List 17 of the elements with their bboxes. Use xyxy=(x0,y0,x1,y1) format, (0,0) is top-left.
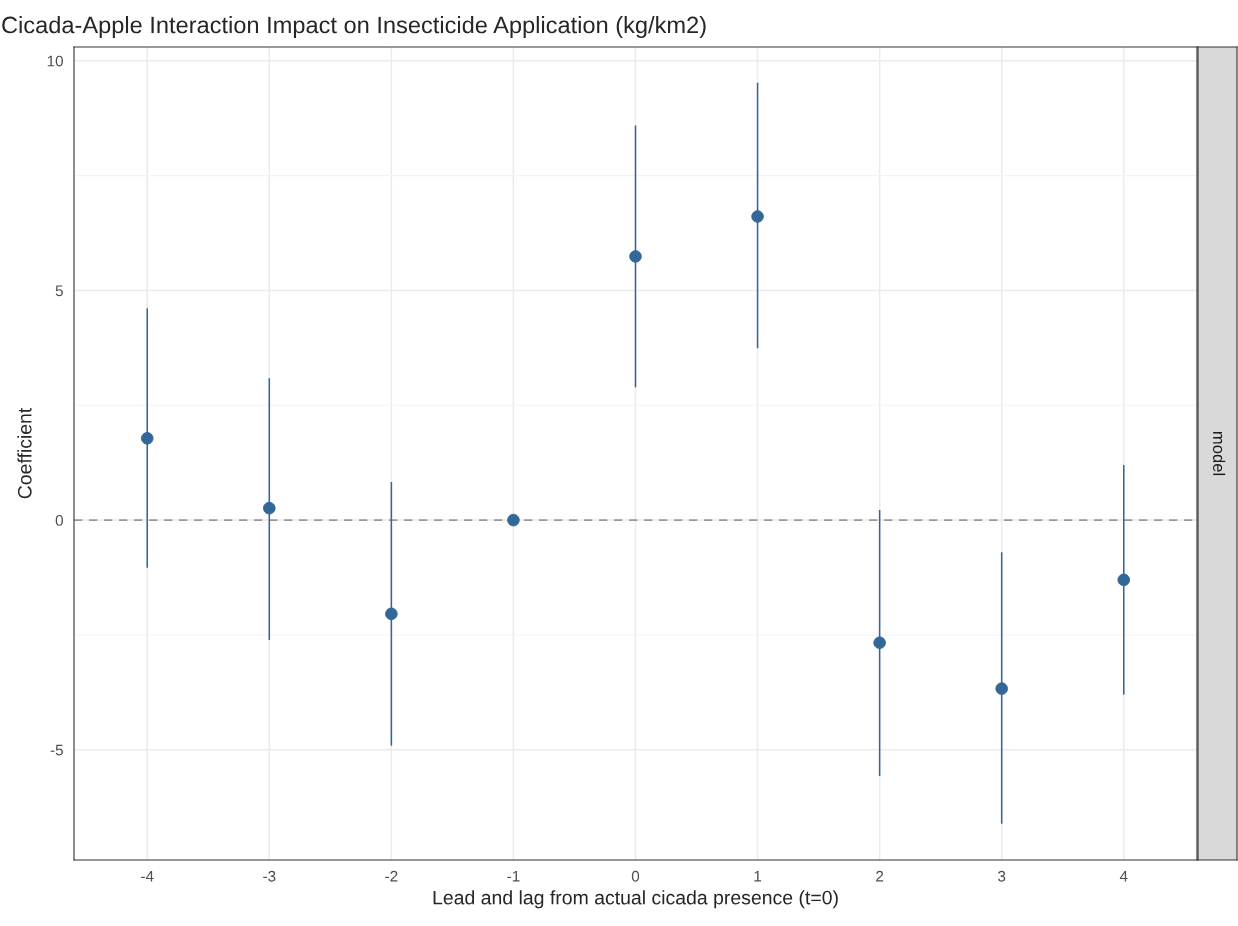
x-tick-label: -1 xyxy=(507,870,520,882)
x-tick-label: 1 xyxy=(754,870,762,882)
x-tick-label: -3 xyxy=(263,870,276,882)
x-tick-label: -4 xyxy=(141,870,154,882)
y-tick-label: -5 xyxy=(50,744,63,756)
y-tick-label: 0 xyxy=(55,514,63,526)
x-tick-label: 4 xyxy=(1119,870,1128,882)
y-axis-title: Coefficient xyxy=(17,407,32,499)
x-tick-label: 2 xyxy=(876,870,884,882)
x-tick-label: 3 xyxy=(998,870,1006,882)
y-tick-label: 5 xyxy=(55,285,63,297)
x-tick-label: 0 xyxy=(631,870,640,882)
chart-title: Cicada-Apple Interaction Impact on Insecticide Application (kg/km2) xyxy=(2,16,706,39)
y-tick-label: 10 xyxy=(47,55,63,67)
x-axis-title: Lead and lag from actual cicada presence (t=0) xyxy=(433,890,838,909)
text: model xyxy=(1213,431,1226,476)
x-tick-label: -2 xyxy=(385,870,398,882)
